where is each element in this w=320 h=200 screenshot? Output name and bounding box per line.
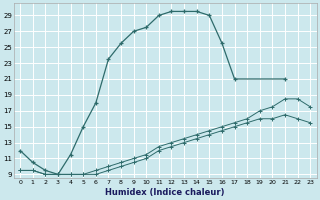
X-axis label: Humidex (Indice chaleur): Humidex (Indice chaleur) (106, 188, 225, 197)
